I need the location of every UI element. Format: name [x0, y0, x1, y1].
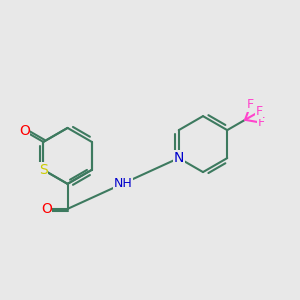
Text: O: O	[19, 124, 30, 138]
Text: F: F	[256, 105, 263, 118]
Text: NH: NH	[114, 177, 133, 190]
Text: F: F	[247, 98, 254, 111]
Text: F: F	[257, 116, 265, 129]
Text: S: S	[39, 163, 48, 177]
Text: O: O	[41, 202, 52, 216]
Text: N: N	[174, 151, 184, 165]
